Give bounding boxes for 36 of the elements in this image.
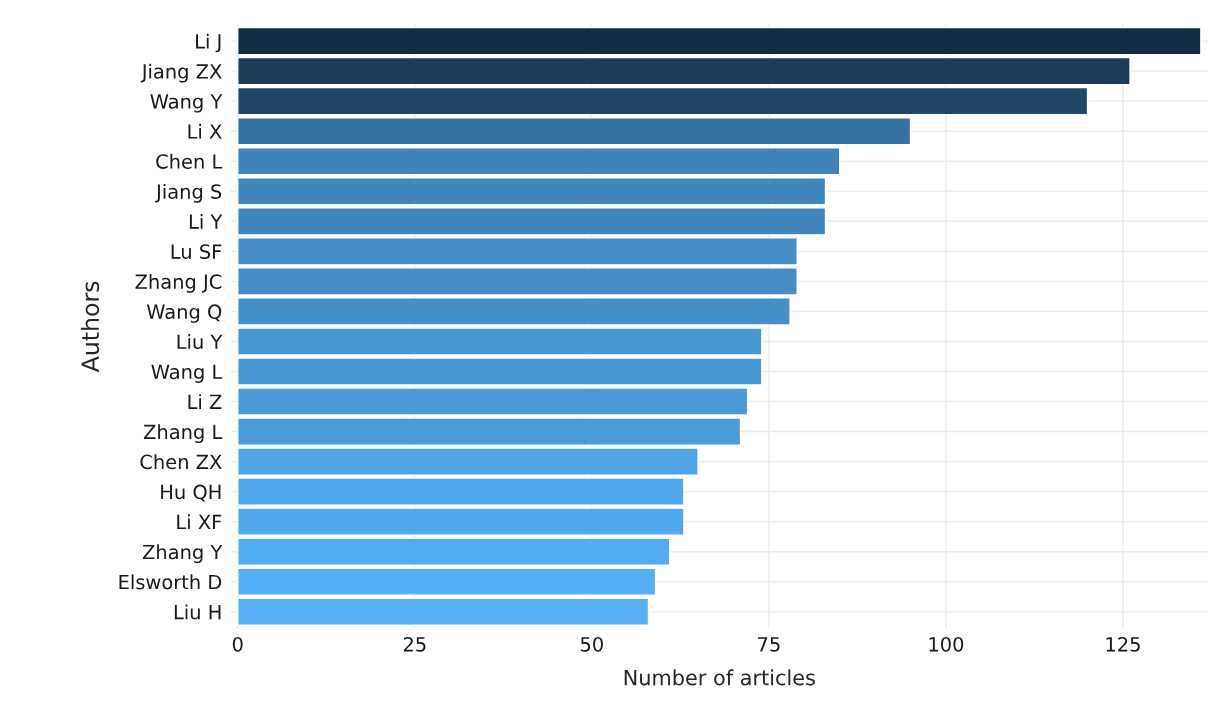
y-tick-label: Liu Y: [177, 334, 223, 350]
bar: [237, 147, 841, 176]
y-tick-label: Wang Y: [150, 94, 223, 113]
bar: [237, 597, 650, 626]
y-tick-label: Jiang ZX: [140, 63, 222, 83]
x-tick-label: 0: [232, 636, 243, 652]
y-tick-label: Li Y: [189, 213, 223, 229]
x-tick-label: 25: [403, 636, 426, 652]
bar: [237, 26, 1202, 56]
bar: [237, 567, 657, 596]
y-tick-label: Hu QH: [161, 484, 221, 502]
y-tick-label: Li Z: [188, 394, 222, 409]
y-tick-label: Liu H: [174, 604, 221, 620]
y-tick-label: Lu SF: [171, 244, 222, 259]
y-tick-label: Li J: [196, 33, 221, 53]
y-tick-label: Elsworth D: [119, 574, 222, 590]
y-tick-label: Zhang Y: [142, 544, 223, 564]
x-axis-title: Number of articles: [624, 669, 815, 686]
y-tick-label: Chen ZX: [140, 454, 222, 470]
y-axis-title: Authors: [80, 281, 100, 373]
bar: [237, 56, 1131, 86]
x-tick-label: 100: [929, 636, 964, 652]
x-tick-label: 50: [580, 636, 603, 652]
y-tick-label: Chen L: [156, 153, 223, 169]
x-tick-label: 125: [1106, 636, 1140, 652]
y-tick-label: Li X: [188, 123, 222, 139]
y-tick-label: Zhang L: [143, 424, 223, 443]
y-tick-label: Li XF: [177, 514, 222, 530]
x-tick-label: 75: [758, 637, 780, 652]
bar: [237, 86, 1089, 116]
bar: [237, 177, 827, 206]
bar: [237, 116, 912, 146]
y-tick-label: Jiang S: [155, 183, 222, 203]
y-tick-label: Zhang JC: [135, 273, 222, 293]
y-tick-label: Wang L: [151, 364, 223, 383]
y-tick-label: Wang Q: [146, 304, 222, 323]
